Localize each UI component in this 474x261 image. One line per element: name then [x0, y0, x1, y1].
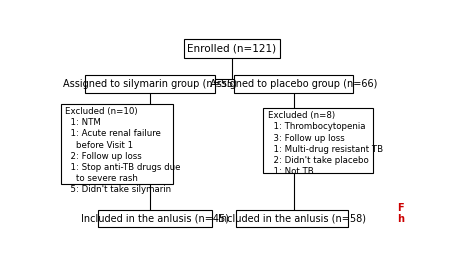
- FancyBboxPatch shape: [85, 75, 215, 93]
- Text: Enrolled (n=121): Enrolled (n=121): [187, 44, 276, 54]
- Text: Excluded (n=10)
  1: NTM
  1: Acute renal failure
    before Visit 1
  2: Follow: Excluded (n=10) 1: NTM 1: Acute renal fa…: [65, 107, 181, 194]
- Text: Assigned to placebo group (n=66): Assigned to placebo group (n=66): [210, 79, 377, 88]
- FancyBboxPatch shape: [234, 75, 353, 93]
- Text: F
h: F h: [397, 203, 404, 224]
- Text: Included in the anlusis (n=58): Included in the anlusis (n=58): [218, 214, 365, 224]
- FancyBboxPatch shape: [61, 104, 173, 184]
- Text: Excluded (n=8)
  1: Thrombocytopenia
  3: Follow up loss
  1: Multi-drug resista: Excluded (n=8) 1: Thrombocytopenia 3: Fo…: [267, 111, 383, 176]
- Text: Assigned to silymarin group (n=55): Assigned to silymarin group (n=55): [63, 79, 237, 88]
- FancyBboxPatch shape: [98, 210, 212, 227]
- Text: Included in the anlusis (n=45): Included in the anlusis (n=45): [81, 214, 229, 224]
- FancyBboxPatch shape: [236, 210, 347, 227]
- FancyBboxPatch shape: [184, 39, 280, 58]
- FancyBboxPatch shape: [263, 108, 374, 173]
